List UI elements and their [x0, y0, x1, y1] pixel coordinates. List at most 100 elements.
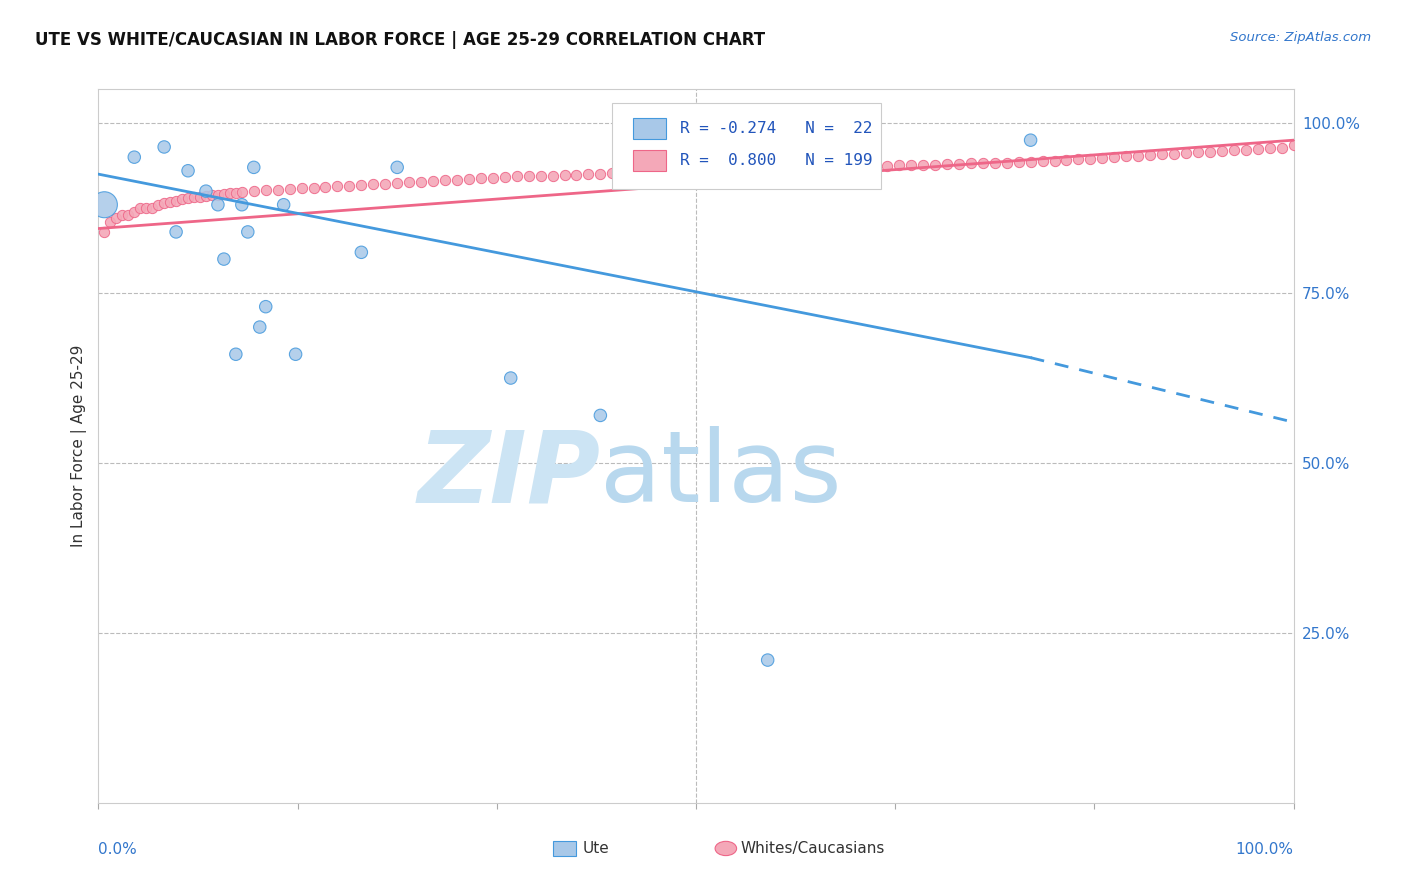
Point — [236, 225, 259, 239]
Point — [589, 167, 612, 181]
Point — [1128, 149, 1150, 163]
Point — [1175, 146, 1198, 161]
Point — [446, 172, 468, 186]
Point — [458, 172, 481, 186]
Point — [499, 371, 522, 385]
Point — [177, 163, 200, 178]
Point — [673, 164, 696, 178]
Text: Ute: Ute — [582, 841, 609, 856]
Point — [506, 169, 529, 184]
Point — [1115, 149, 1137, 163]
Point — [828, 161, 851, 175]
Point — [117, 208, 139, 222]
Point — [841, 160, 863, 174]
Point — [1067, 152, 1090, 166]
Point — [385, 161, 409, 175]
Point — [195, 184, 218, 198]
Point — [177, 191, 200, 205]
Point — [756, 162, 779, 177]
Point — [1043, 153, 1066, 168]
Point — [613, 166, 636, 180]
Point — [1008, 155, 1031, 169]
Point — [273, 198, 295, 212]
Point — [219, 186, 242, 201]
Point — [207, 187, 229, 202]
Point — [363, 178, 385, 192]
Point — [98, 215, 122, 229]
Text: ZIP: ZIP — [418, 426, 600, 523]
Point — [900, 158, 922, 172]
Text: Whites/Caucasians: Whites/Caucasians — [740, 841, 884, 856]
Point — [153, 140, 176, 154]
Point — [995, 155, 1018, 169]
Point — [212, 252, 235, 266]
Point — [541, 169, 564, 183]
Point — [284, 347, 307, 361]
Point — [105, 211, 128, 226]
Point — [231, 198, 253, 212]
Point — [494, 169, 516, 184]
Point — [589, 409, 612, 423]
Point — [124, 204, 146, 219]
Point — [385, 176, 409, 190]
Point — [936, 157, 959, 171]
Point — [350, 245, 373, 260]
Point — [249, 320, 271, 334]
Point — [411, 175, 433, 189]
Point — [1163, 146, 1185, 161]
Point — [626, 166, 648, 180]
Point — [733, 163, 755, 178]
Point — [1234, 143, 1257, 157]
Point — [602, 166, 624, 180]
Point — [398, 175, 420, 189]
Point — [768, 161, 790, 176]
Point — [212, 186, 235, 201]
Point — [517, 169, 540, 184]
Text: 100.0%: 100.0% — [1236, 842, 1294, 857]
Point — [554, 168, 576, 182]
Point — [1282, 137, 1305, 152]
Point — [339, 178, 361, 193]
Point — [422, 174, 444, 188]
Point — [1032, 154, 1054, 169]
Point — [780, 161, 803, 176]
Point — [804, 161, 827, 175]
Point — [124, 150, 146, 164]
Point — [1019, 155, 1042, 169]
Point — [889, 158, 911, 172]
Point — [278, 182, 301, 196]
Point — [188, 189, 211, 203]
Point — [183, 190, 205, 204]
Y-axis label: In Labor Force | Age 25-29: In Labor Force | Age 25-29 — [72, 345, 87, 547]
Point — [1080, 152, 1102, 166]
Point — [876, 159, 898, 173]
Point — [960, 156, 983, 170]
Point — [195, 189, 218, 203]
Point — [201, 188, 224, 202]
Point — [243, 184, 266, 198]
Point — [972, 156, 994, 170]
Point — [793, 161, 815, 175]
Point — [172, 192, 194, 206]
FancyBboxPatch shape — [553, 840, 576, 856]
Point — [648, 165, 672, 179]
Text: UTE VS WHITE/CAUCASIAN IN LABOR FORCE | AGE 25-29 CORRELATION CHART: UTE VS WHITE/CAUCASIAN IN LABOR FORCE | … — [35, 31, 765, 49]
Point — [165, 194, 187, 208]
Ellipse shape — [716, 841, 737, 855]
Point — [756, 653, 779, 667]
Point — [1258, 141, 1281, 155]
Point — [530, 169, 553, 183]
Point — [1104, 150, 1126, 164]
Point — [1187, 145, 1209, 160]
Point — [745, 162, 768, 177]
Point — [153, 196, 176, 211]
Text: Source: ZipAtlas.com: Source: ZipAtlas.com — [1230, 31, 1371, 45]
Point — [661, 165, 683, 179]
Point — [350, 178, 373, 192]
Point — [1271, 141, 1294, 155]
Point — [135, 201, 157, 215]
Point — [111, 208, 134, 222]
Point — [709, 163, 731, 178]
Point — [948, 157, 970, 171]
Point — [1247, 142, 1270, 156]
